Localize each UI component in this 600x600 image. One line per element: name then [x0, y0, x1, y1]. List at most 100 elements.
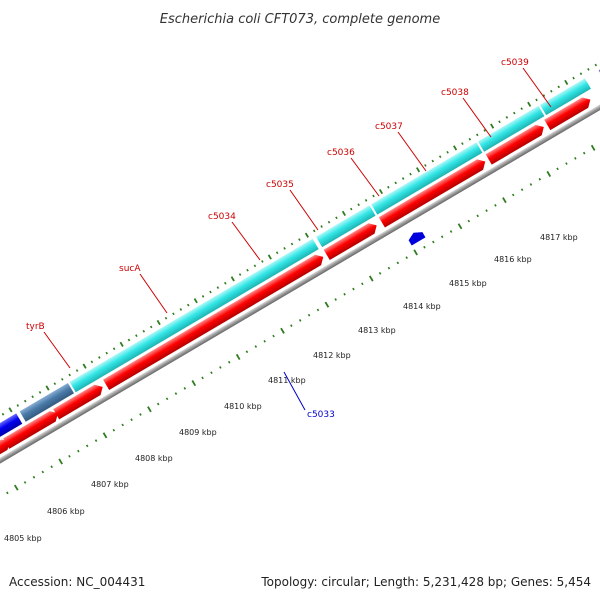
- scale-tick: [440, 235, 444, 239]
- cds-arrow-c5035[interactable]: [378, 156, 488, 228]
- scale-tick: [235, 353, 241, 360]
- scale-tick: [290, 324, 293, 327]
- outer-tick: [172, 312, 175, 316]
- accession-text: Accession: NC_004431: [9, 575, 145, 589]
- outer-tick: [505, 116, 509, 119]
- outer-tick: [520, 107, 523, 111]
- outer-tick: [119, 341, 124, 347]
- outer-tick: [186, 303, 190, 307]
- outer-tick: [453, 145, 458, 151]
- scale-tick: [227, 360, 231, 364]
- outer-tick: [224, 281, 227, 285]
- outer-tick: [31, 395, 34, 399]
- scale-label-4811: 4811 kbp: [268, 376, 306, 385]
- scale-label-4807: 4807 kbp: [91, 480, 129, 489]
- outer-tick: [164, 316, 168, 320]
- scale-label-4815: 4815 kbp: [449, 279, 487, 288]
- scale-tick: [23, 481, 27, 484]
- gene-block-c5037[interactable]: [540, 78, 591, 116]
- scale-tick: [272, 334, 275, 338]
- leader-c5037: [397, 131, 427, 172]
- cds-arrow-c5037[interactable]: [544, 94, 593, 131]
- gene-label-c5033[interactable]: c5033: [307, 410, 335, 420]
- cds-track: [0, 94, 593, 483]
- gene-block-c5036[interactable]: [478, 105, 545, 152]
- outer-tick: [283, 247, 286, 250]
- gene-block-c5035[interactable]: [371, 142, 483, 215]
- scale-tick: [352, 287, 355, 291]
- gene-block-c5034[interactable]: [316, 205, 376, 248]
- outer-tick: [238, 273, 242, 276]
- scale-tick: [396, 261, 400, 265]
- gene-block-c5033[interactable]: [407, 229, 426, 246]
- scale-tick: [68, 454, 71, 458]
- gene-label-sucA[interactable]: sucA: [119, 264, 141, 274]
- outer-tick: [335, 216, 338, 220]
- outer-tick: [261, 260, 264, 263]
- scale-tick: [165, 397, 169, 401]
- gene-track: [0, 25, 600, 470]
- gene-label-c5036[interactable]: c5036: [327, 148, 355, 158]
- gene-block-tyrB[interactable]: [19, 382, 74, 422]
- outer-tick: [127, 338, 131, 342]
- genome-backbone: [0, 17, 600, 490]
- cds-arrow-c5036[interactable]: [485, 122, 547, 165]
- scale-tick: [85, 444, 89, 448]
- cds-arrow-sucA[interactable]: [103, 252, 326, 390]
- outer-tick: [246, 268, 249, 272]
- scale-tick: [449, 230, 453, 233]
- gene-block-blue[interactable]: [0, 413, 23, 470]
- scale-tick: [511, 193, 515, 197]
- outer-tick: [8, 407, 13, 413]
- scale-label-4808: 4808 kbp: [135, 454, 173, 463]
- outer-tick: [16, 404, 20, 407]
- scale-label-4816: 4816 kbp: [494, 255, 532, 264]
- leader-sucA: [139, 273, 168, 314]
- outer-tick: [112, 347, 116, 351]
- outer-tick: [394, 181, 397, 185]
- outer-tick: [424, 164, 427, 167]
- genome-summary-text: Topology: circular; Length: 5,231,428 bp…: [260, 575, 591, 589]
- scale-tick: [556, 167, 559, 171]
- scale-tick: [298, 319, 302, 322]
- scale-tick: [210, 371, 213, 375]
- scale-tick: [368, 275, 374, 282]
- scale-tick: [324, 301, 330, 308]
- scale-tick: [280, 327, 285, 334]
- outer-tick: [401, 177, 405, 180]
- scale-label-4810: 4810 kbp: [224, 402, 262, 411]
- scale-tick: [13, 484, 19, 491]
- outer-tick: [90, 360, 94, 364]
- scale-tick: [485, 209, 488, 212]
- leader-c5039: [522, 67, 552, 108]
- outer-tick: [594, 63, 598, 67]
- scale-tick: [494, 204, 497, 207]
- scale-tick: [423, 245, 426, 249]
- outer-tick: [253, 264, 257, 268]
- map-track-group: [0, 17, 600, 495]
- scale-tick: [334, 298, 337, 301]
- gene-label-c5035[interactable]: c5035: [266, 180, 294, 190]
- outer-tick: [45, 385, 50, 391]
- outer-tick: [23, 399, 27, 403]
- scale-tick: [343, 292, 346, 296]
- scale-label-4812: 4812 kbp: [313, 351, 351, 360]
- gene-label-c5038[interactable]: c5038: [441, 88, 469, 98]
- scale-tick: [191, 380, 197, 387]
- outer-tick: [378, 188, 384, 195]
- gene-label-c5034[interactable]: c5034: [208, 212, 236, 222]
- outer-tick: [156, 319, 161, 326]
- cds-arrow-c5034[interactable]: [323, 220, 380, 261]
- gene-label-c5039[interactable]: c5039: [501, 58, 529, 68]
- outer-tick-row: [1, 63, 598, 416]
- cds-arrow-tyrB[interactable]: [53, 382, 106, 420]
- outer-tick: [341, 210, 346, 216]
- outer-tick: [550, 89, 553, 93]
- gene-label-c5037[interactable]: c5037: [375, 122, 403, 132]
- outer-tick: [387, 185, 390, 189]
- scale-label-4813: 4813 kbp: [358, 326, 396, 335]
- gene-label-tyrB[interactable]: tyrB: [26, 322, 45, 332]
- gene-block-sucA[interactable]: [69, 238, 319, 393]
- cds-arrow[interactable]: [3, 408, 61, 449]
- scale-tick: [413, 249, 418, 256]
